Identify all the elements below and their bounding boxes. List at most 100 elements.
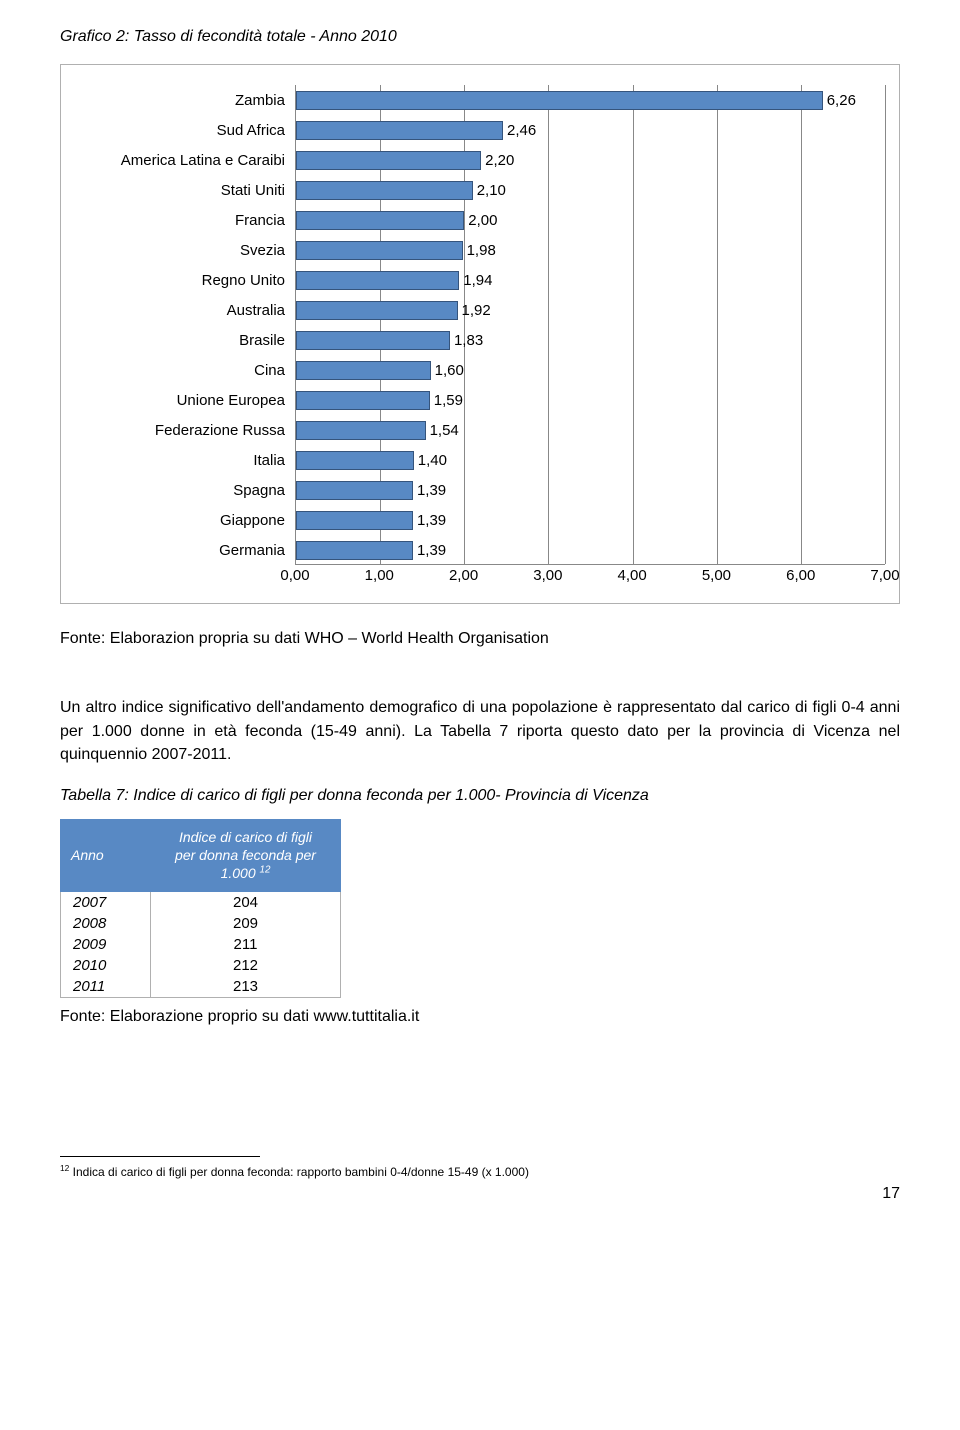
table-cell-value: 212 [151, 955, 341, 976]
page-number: 17 [60, 1185, 900, 1203]
bar [296, 391, 430, 410]
bar-category-label: Stati Uniti [75, 175, 295, 205]
table-title: Tabella 7: Indice di carico di figli per… [60, 787, 900, 805]
table-source: Fonte: Elaborazione proprio su dati www.… [60, 1008, 900, 1026]
x-axis-tick: 1,00 [365, 567, 394, 584]
bar-value-label: 1,98 [463, 242, 496, 259]
bar [296, 91, 823, 110]
plot-area-wrap: 6,26 2,46 2,20 2,10 2,00 1,98 1,94 1,92 1,83 1,60… [295, 85, 885, 593]
bar-category-labels: ZambiaSud AfricaAmerica Latina e Caraibi… [75, 85, 295, 593]
bar-row: 6,26 [296, 85, 885, 115]
idx-header-line3: 1.000 [221, 865, 256, 881]
bar-value-label: 1,54 [426, 422, 459, 439]
x-axis: 0,001,002,003,004,005,006,007,00 [295, 567, 885, 593]
bar-row: 1,94 [296, 265, 885, 295]
bar-category-label: Germania [75, 535, 295, 565]
bar [296, 481, 413, 500]
bar-category-label: Federazione Russa [75, 415, 295, 445]
bar-value-label: 1,39 [413, 542, 446, 559]
table-cell-year: 2009 [61, 934, 151, 955]
idx-header-line1: Indice di carico di figli [179, 829, 312, 845]
bar-chart: ZambiaSud AfricaAmerica Latina e Caraibi… [75, 85, 885, 593]
idx-header-sup: 12 [260, 865, 271, 876]
bar-category-label: Spagna [75, 475, 295, 505]
bar-category-label: Brasile [75, 325, 295, 355]
table-row: 2007204 [61, 891, 341, 913]
table-cell-year: 2010 [61, 955, 151, 976]
footnote-text: Indica di carico di figli per donna feco… [69, 1165, 529, 1179]
bar-value-label: 1,40 [414, 452, 447, 469]
table-header-index: Indice di carico di figli per donna feco… [151, 820, 341, 892]
table-cell-year: 2011 [61, 976, 151, 998]
x-axis-tick: 4,00 [618, 567, 647, 584]
bar-value-label: 1,39 [413, 482, 446, 499]
table-cell-year: 2008 [61, 913, 151, 934]
bar-value-label: 6,26 [823, 92, 856, 109]
table-cell-year: 2007 [61, 891, 151, 913]
bar-category-label: America Latina e Caraibi [75, 145, 295, 175]
bar-category-label: Regno Unito [75, 265, 295, 295]
bar [296, 301, 458, 320]
bar-category-label: Cina [75, 355, 295, 385]
bar-category-label: Giappone [75, 505, 295, 535]
bar-category-label: Unione Europea [75, 385, 295, 415]
bar [296, 181, 473, 200]
bar-value-label: 2,20 [481, 152, 514, 169]
chart-container: ZambiaSud AfricaAmerica Latina e Caraibi… [60, 64, 900, 604]
bar [296, 331, 450, 350]
idx-header-line2: per donna feconda per [175, 847, 316, 863]
bar-value-label: 2,46 [503, 122, 536, 139]
bar [296, 121, 503, 140]
footnote-rule [60, 1156, 260, 1157]
table-row: 2010212 [61, 955, 341, 976]
bar-value-label: 1,92 [458, 302, 491, 319]
bar-row: 1,39 [296, 535, 885, 565]
table-cell-value: 209 [151, 913, 341, 934]
bar-value-label: 1,59 [430, 392, 463, 409]
plot-area: 6,26 2,46 2,20 2,10 2,00 1,98 1,94 1,92 1,83 1,60… [295, 85, 885, 565]
grid-line [885, 85, 886, 564]
bar-value-label: 2,10 [473, 182, 506, 199]
bar-row: 1,39 [296, 505, 885, 535]
bar-row: 2,00 [296, 205, 885, 235]
table-row: 2008209 [61, 913, 341, 934]
table-cell-value: 213 [151, 976, 341, 998]
bar-category-label: Francia [75, 205, 295, 235]
bar [296, 511, 413, 530]
bar-category-label: Zambia [75, 85, 295, 115]
bar [296, 421, 426, 440]
bar-category-label: Sud Africa [75, 115, 295, 145]
bar-row: 1,83 [296, 325, 885, 355]
bar-category-label: Svezia [75, 235, 295, 265]
bar-category-label: Italia [75, 445, 295, 475]
x-axis-tick: 7,00 [870, 567, 899, 584]
bar-value-label: 1,83 [450, 332, 483, 349]
bar [296, 241, 463, 260]
data-table: Anno Indice di carico di figli per donna… [60, 819, 341, 998]
table-header-year: Anno [61, 820, 151, 892]
bar-row: 1,92 [296, 295, 885, 325]
bar-value-label: 1,94 [459, 272, 492, 289]
x-axis-tick: 2,00 [449, 567, 478, 584]
bar [296, 271, 459, 290]
footnote: 12 Indica di carico di figli per donna f… [60, 1163, 900, 1179]
x-axis-tick: 6,00 [786, 567, 815, 584]
table-cell-value: 211 [151, 934, 341, 955]
bar [296, 361, 431, 380]
bar-value-label: 2,00 [464, 212, 497, 229]
bar-row: 1,54 [296, 415, 885, 445]
table-row: 2009211 [61, 934, 341, 955]
body-paragraph: Un altro indice significativo dell'andam… [60, 696, 900, 767]
bar [296, 541, 413, 560]
bar-value-label: 1,39 [413, 512, 446, 529]
bar-row: 1,60 [296, 355, 885, 385]
bar-row: 1,98 [296, 235, 885, 265]
table-cell-value: 204 [151, 891, 341, 913]
bar-category-label: Australia [75, 295, 295, 325]
chart-title: Grafico 2: Tasso di fecondità totale - A… [60, 28, 900, 46]
bar-row: 1,59 [296, 385, 885, 415]
bar-row: 2,46 [296, 115, 885, 145]
chart-source: Fonte: Elaborazion propria su dati WHO –… [60, 630, 900, 648]
footnote-number: 12 [60, 1163, 69, 1173]
bar-row: 2,10 [296, 175, 885, 205]
